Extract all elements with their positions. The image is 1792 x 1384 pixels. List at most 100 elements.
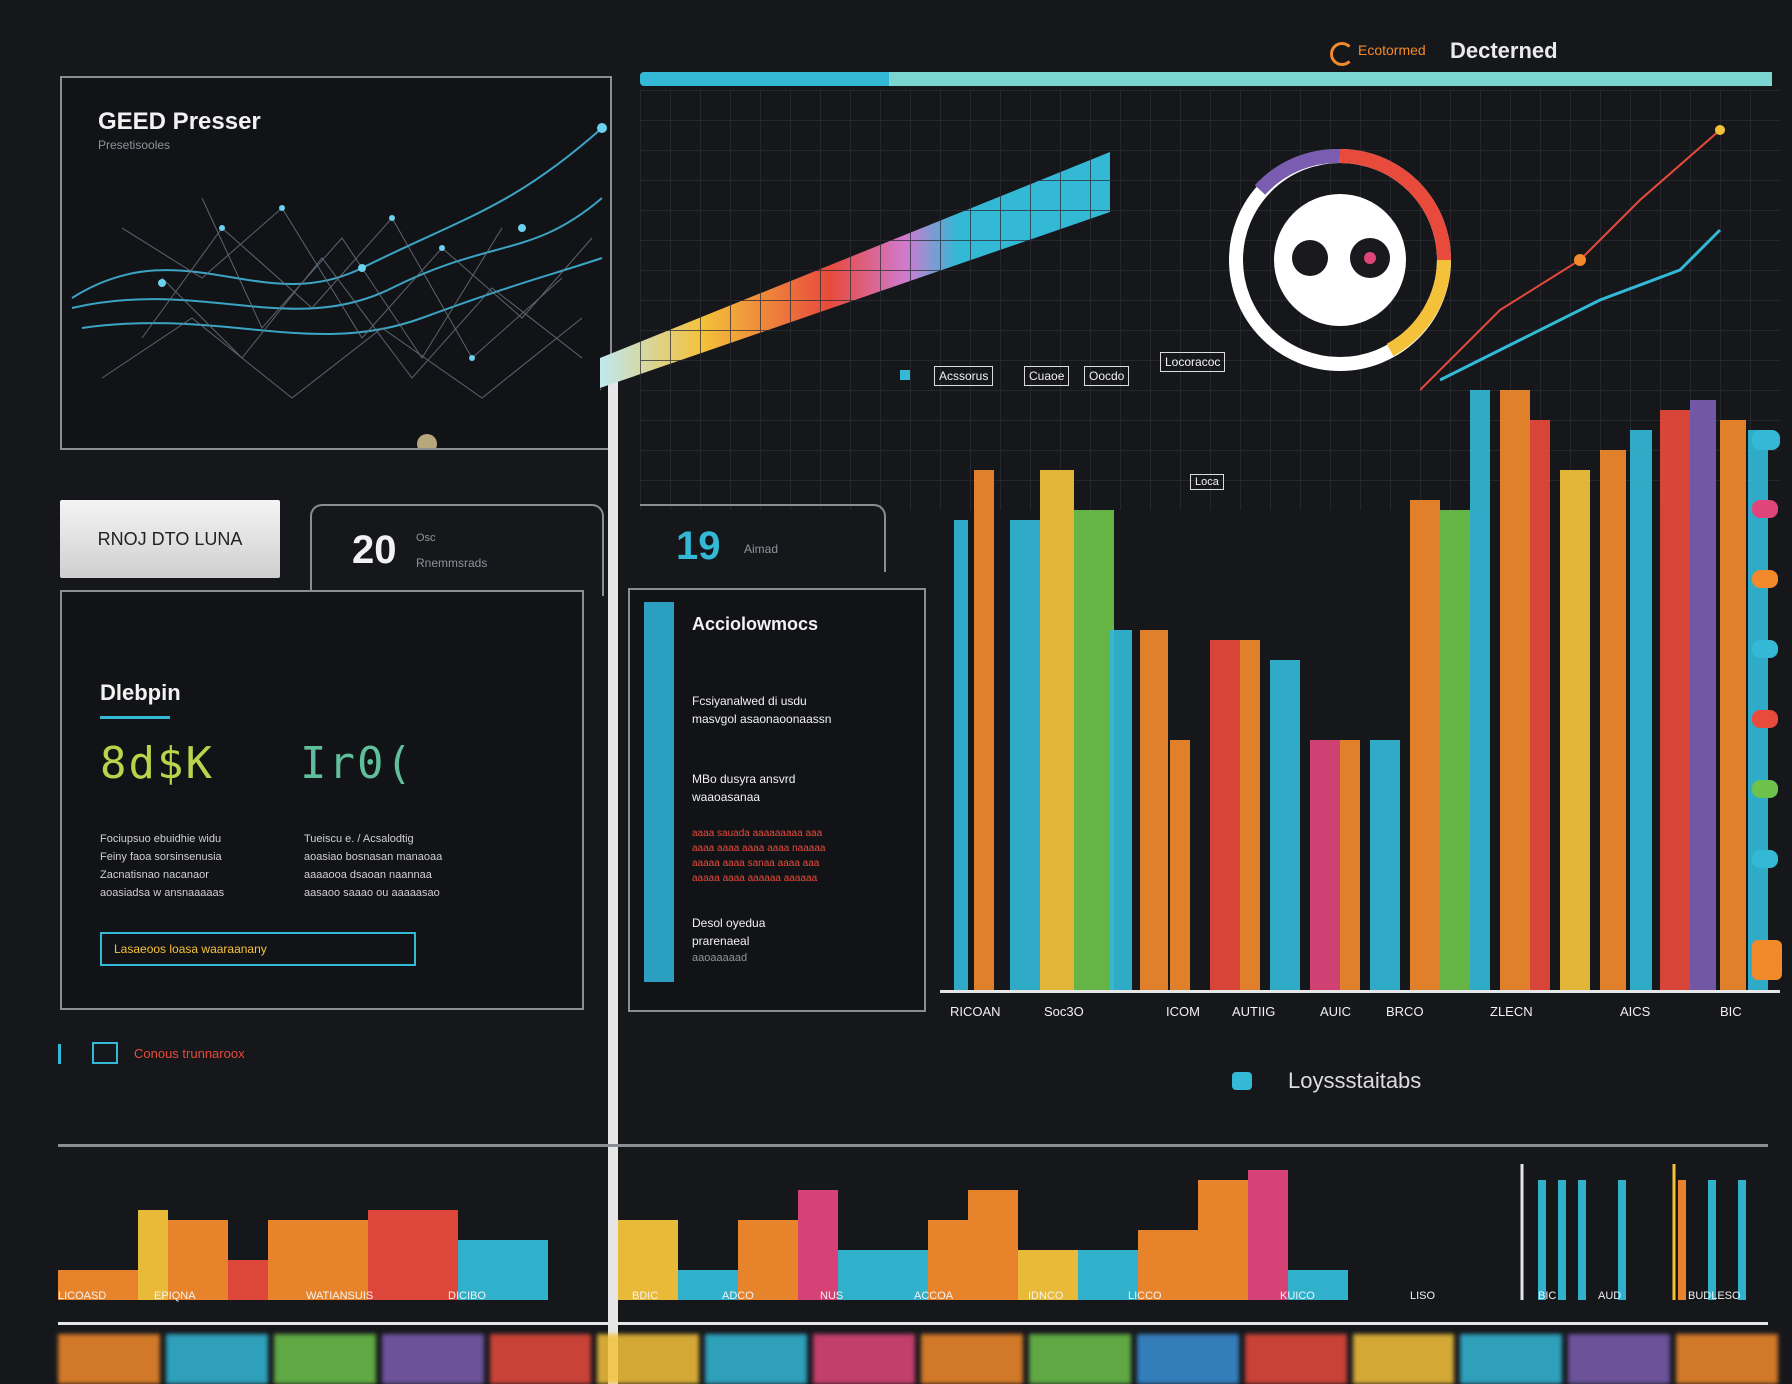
bottom-bar-12 [838,1250,928,1300]
top-progress-bar [640,72,1772,86]
code-block-b: Ir0( [300,738,414,789]
main-bar-5 [1074,510,1114,990]
main-label-2: Soc3O [1044,1004,1084,1019]
tag-2[interactable]: Cuaoe [1024,366,1070,386]
main-bar-4 [1040,470,1074,990]
bottom-label-6: ADCO [722,1290,754,1302]
bottom-chart-baseline [58,1322,1768,1325]
main-label-6: BRCO [1386,1004,1424,1019]
main-chart-labels: RICOAN Soc3O ICOM AUTIIG AUIC BRCO ZLECN… [950,1004,1780,1024]
main-label-3: ICOM [1166,1004,1200,1019]
primary-button[interactable]: RNOJ DTO LUNA [60,500,280,578]
bottom-bar-10 [738,1220,798,1300]
grid-area [640,90,1780,510]
code-block-a: 8d$K [100,738,214,789]
main-chart-baseline [940,990,1780,993]
footer-color-strip [58,1334,1778,1384]
tag-right[interactable]: Locoracoc [1160,352,1226,372]
main-bar-13 [1340,740,1360,990]
alert-row: Conous trunnaroox [58,1040,358,1070]
legend-icon [1232,1072,1252,1090]
tag-3[interactable]: Oocdo [1084,366,1130,386]
main-bar-3 [1010,520,1040,990]
alert-text: Conous trunnaroox [134,1046,245,1061]
main-bar-15 [1410,500,1440,990]
main-label-1: RICOAN [950,1004,1001,1019]
main-bar-12 [1310,740,1340,990]
bottom-bar-14 [968,1190,1018,1300]
bottom-bar-17 [1138,1230,1198,1300]
bottom-bar-7 [458,1240,548,1300]
alert-box-icon [92,1042,118,1064]
bottom-label-11: KUICO [1280,1290,1315,1302]
bottom-label-15: BUDLESO [1688,1290,1741,1302]
panel-subtitle: Presetisooles [98,138,171,152]
middle-text-panel: Acciolowmocs Fcsiyanalwed di usdu masvgo… [628,588,926,1012]
donut-chart [1229,148,1451,371]
tag-low[interactable]: Loca [1190,474,1224,490]
bottom-label-10: LICCO [1128,1290,1162,1302]
bottom-chart-topline [58,1144,1768,1147]
main-bar-10 [1240,640,1260,990]
middle-line-3: MBo dusyra ansvrd [692,772,796,786]
tag-accent-icon [900,370,910,380]
main-label-5: AUIC [1320,1004,1352,1019]
bottom-label-13: BIC [1538,1290,1557,1302]
header: Ecotormed Decterned [1330,36,1630,66]
text-input-value: Lasaeoos loasa waaraanany [114,942,267,956]
middle-line-4: waaoasanaa [692,790,761,804]
bottom-bar-13 [928,1220,968,1300]
bottom-bar-9 [678,1270,738,1300]
text-column-a: Fociupsuo ebuidhie widu Feiny faoa sorsi… [100,833,225,899]
connector-line [608,368,618,1384]
bottom-bar-23 [1578,1180,1586,1300]
bottom-bar-25 [1678,1180,1686,1300]
main-label-7: ZLECN [1490,1004,1533,1019]
bottom-bar-19 [1248,1170,1288,1300]
bottom-bar-24 [1618,1180,1626,1300]
network-panel: GEED Presser Presetisooles [60,76,612,450]
main-bar-14 [1370,740,1400,990]
left-panel-title: Dlebpin [100,680,181,705]
bottom-label-2: EPIQNA [154,1290,196,1302]
text-input[interactable]: Lasaeoos loasa waaraanany [100,932,416,966]
main-bar-18 [1500,390,1530,990]
main-label-4: AUTIIG [1232,1004,1276,1019]
bottom-bar-2 [138,1210,168,1300]
bottom-bar-4 [228,1260,268,1300]
bottom-bar-5 [268,1220,368,1300]
bottom-area-chart [58,1164,1746,1300]
bottom-label-12: LISO [1410,1290,1436,1302]
left-content-panel: Dlebpin 8d$K Ir0( Fociupsuo ebuidhie wid… [60,590,584,1010]
bottom-label-7: NUS [820,1290,844,1302]
text-column-b: Tueiscu e. / Acsalodtig aoasiao bosnasan… [304,833,443,899]
middle-foot-1: Desol oyedua [692,916,766,930]
main-bar-21 [1600,450,1626,990]
middle-foot-2: prarenaeal [692,934,750,948]
main-bar-1 [954,520,968,990]
trend-lines [1420,125,1725,391]
alert-bar-icon [58,1044,61,1064]
header-prefix: Ecotormed [1358,42,1426,58]
bottom-bar-11 [798,1190,838,1300]
main-bar-19 [1530,420,1550,990]
main-bar-25 [1720,420,1746,990]
stat-card-b: 19 Aimad [640,504,886,572]
main-bar-6 [1110,630,1132,990]
middle-panel-title: Acciolowmocs [692,614,819,634]
stat-a-caption: Rnemmsrads [416,556,488,570]
bottom-label-14: AUD [1598,1290,1622,1302]
title-underline [100,716,170,719]
main-bar-22 [1630,430,1652,990]
bottom-bar-8 [618,1220,678,1300]
stat-card-a: 20 Osc Rnemmsrads [310,504,604,596]
bottom-label-8: ACCOA [914,1290,954,1302]
main-label-9: BIC [1720,1004,1742,1019]
middle-line-2: masvgol asaonaoonaassn [692,712,832,726]
bottom-bar-21 [1538,1180,1546,1300]
main-bar-8 [1170,740,1190,990]
tag-1[interactable]: Acssorus [934,366,994,386]
header-logo-icon [1330,42,1354,66]
bottom-bar-20 [1288,1270,1348,1300]
bottom-label-9: IDNCO [1028,1290,1064,1302]
